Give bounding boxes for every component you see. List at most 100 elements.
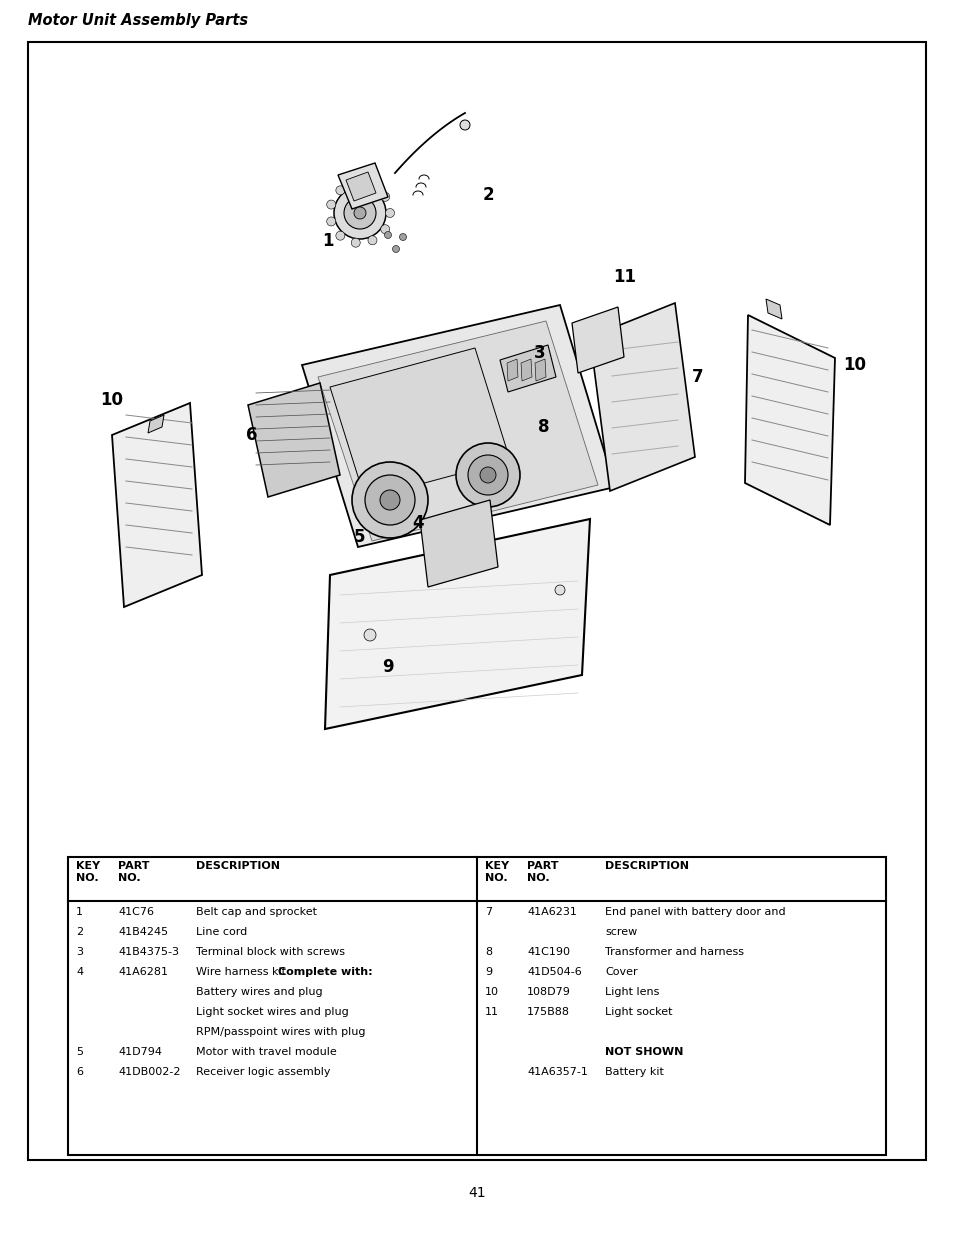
Text: PART
NO.: PART NO. bbox=[118, 861, 150, 883]
Text: Complete with:: Complete with: bbox=[277, 967, 373, 977]
Text: 11: 11 bbox=[484, 1007, 498, 1016]
Text: 41A6281: 41A6281 bbox=[118, 967, 168, 977]
Circle shape bbox=[365, 475, 415, 525]
Circle shape bbox=[385, 209, 395, 217]
Circle shape bbox=[354, 207, 366, 219]
Text: Transformer and harness: Transformer and harness bbox=[604, 947, 743, 957]
Text: 5: 5 bbox=[76, 1047, 83, 1057]
Text: 41D794: 41D794 bbox=[118, 1047, 162, 1057]
Text: 3: 3 bbox=[76, 947, 83, 957]
Text: 9: 9 bbox=[382, 658, 394, 676]
Circle shape bbox=[335, 231, 344, 240]
Text: Light lens: Light lens bbox=[604, 987, 659, 997]
Circle shape bbox=[456, 443, 519, 508]
Text: 9: 9 bbox=[484, 967, 492, 977]
Text: 2: 2 bbox=[76, 927, 83, 937]
Text: 41: 41 bbox=[468, 1186, 485, 1200]
Polygon shape bbox=[572, 308, 623, 373]
Polygon shape bbox=[535, 359, 545, 382]
Text: 4: 4 bbox=[412, 514, 423, 532]
Text: 6: 6 bbox=[76, 1067, 83, 1077]
Circle shape bbox=[352, 462, 428, 538]
Polygon shape bbox=[346, 172, 375, 201]
Text: Motor with travel module: Motor with travel module bbox=[195, 1047, 336, 1057]
Polygon shape bbox=[302, 305, 615, 547]
Circle shape bbox=[368, 236, 376, 245]
Text: Belt cap and sprocket: Belt cap and sprocket bbox=[195, 906, 316, 918]
Polygon shape bbox=[499, 345, 556, 391]
Text: 8: 8 bbox=[537, 417, 549, 436]
Circle shape bbox=[351, 238, 360, 247]
Polygon shape bbox=[248, 383, 339, 496]
Text: 41DB002-2: 41DB002-2 bbox=[118, 1067, 180, 1077]
Circle shape bbox=[399, 233, 406, 241]
Circle shape bbox=[459, 120, 470, 130]
Circle shape bbox=[364, 629, 375, 641]
Text: Cover: Cover bbox=[604, 967, 637, 977]
Polygon shape bbox=[520, 359, 532, 382]
Polygon shape bbox=[112, 403, 202, 606]
Polygon shape bbox=[325, 519, 589, 729]
Circle shape bbox=[380, 225, 390, 233]
Text: 10: 10 bbox=[842, 356, 865, 374]
Polygon shape bbox=[506, 359, 517, 382]
Text: 41A6231: 41A6231 bbox=[526, 906, 577, 918]
Text: Receiver logic assembly: Receiver logic assembly bbox=[195, 1067, 330, 1077]
Polygon shape bbox=[148, 415, 164, 433]
Circle shape bbox=[379, 490, 399, 510]
Circle shape bbox=[555, 585, 564, 595]
Text: 41C76: 41C76 bbox=[118, 906, 153, 918]
Circle shape bbox=[344, 198, 375, 228]
Text: Battery wires and plug: Battery wires and plug bbox=[195, 987, 322, 997]
Text: End panel with battery door and: End panel with battery door and bbox=[604, 906, 785, 918]
Polygon shape bbox=[765, 299, 781, 319]
Text: 4: 4 bbox=[76, 967, 83, 977]
Polygon shape bbox=[419, 500, 497, 587]
Text: 7: 7 bbox=[692, 368, 703, 387]
Text: 8: 8 bbox=[484, 947, 492, 957]
Text: Wire harness kit: Wire harness kit bbox=[195, 967, 289, 977]
Text: 10: 10 bbox=[484, 987, 498, 997]
Text: Line cord: Line cord bbox=[195, 927, 247, 937]
Polygon shape bbox=[744, 315, 834, 525]
Circle shape bbox=[368, 182, 376, 190]
Circle shape bbox=[468, 454, 507, 495]
Circle shape bbox=[351, 179, 360, 188]
Text: Terminal block with screws: Terminal block with screws bbox=[195, 947, 345, 957]
Bar bbox=[68, 857, 885, 1155]
Circle shape bbox=[479, 467, 496, 483]
Text: screw: screw bbox=[604, 927, 637, 937]
Text: 3: 3 bbox=[534, 345, 545, 362]
Circle shape bbox=[380, 193, 390, 201]
Text: DESCRIPTION: DESCRIPTION bbox=[195, 861, 280, 871]
Text: KEY
NO.: KEY NO. bbox=[484, 861, 509, 883]
Circle shape bbox=[326, 217, 335, 226]
Text: Battery kit: Battery kit bbox=[604, 1067, 663, 1077]
Text: Motor Unit Assembly Parts: Motor Unit Assembly Parts bbox=[28, 14, 248, 28]
Text: 11: 11 bbox=[613, 268, 636, 287]
Circle shape bbox=[326, 200, 335, 209]
Text: DESCRIPTION: DESCRIPTION bbox=[604, 861, 688, 871]
Text: 1: 1 bbox=[76, 906, 83, 918]
Text: 7: 7 bbox=[484, 906, 492, 918]
Text: 175B88: 175B88 bbox=[526, 1007, 569, 1016]
Text: NOT SHOWN: NOT SHOWN bbox=[604, 1047, 682, 1057]
Text: Light socket wires and plug: Light socket wires and plug bbox=[195, 1007, 349, 1016]
Text: RPM/passpoint wires with plug: RPM/passpoint wires with plug bbox=[195, 1028, 365, 1037]
Circle shape bbox=[384, 231, 391, 238]
Text: 108D79: 108D79 bbox=[526, 987, 570, 997]
Text: 41C190: 41C190 bbox=[526, 947, 569, 957]
Text: 41D504-6: 41D504-6 bbox=[526, 967, 581, 977]
Text: 41B4245: 41B4245 bbox=[118, 927, 168, 937]
Text: KEY
NO.: KEY NO. bbox=[76, 861, 100, 883]
Text: Light socket: Light socket bbox=[604, 1007, 672, 1016]
Text: 41A6357-1: 41A6357-1 bbox=[526, 1067, 587, 1077]
Text: 1: 1 bbox=[322, 232, 334, 249]
Text: 41B4375-3: 41B4375-3 bbox=[118, 947, 179, 957]
Circle shape bbox=[335, 185, 344, 195]
Text: 6: 6 bbox=[246, 426, 257, 445]
Polygon shape bbox=[337, 163, 388, 209]
Text: 10: 10 bbox=[100, 391, 123, 409]
Text: PART
NO.: PART NO. bbox=[526, 861, 558, 883]
Text: 5: 5 bbox=[354, 529, 365, 546]
